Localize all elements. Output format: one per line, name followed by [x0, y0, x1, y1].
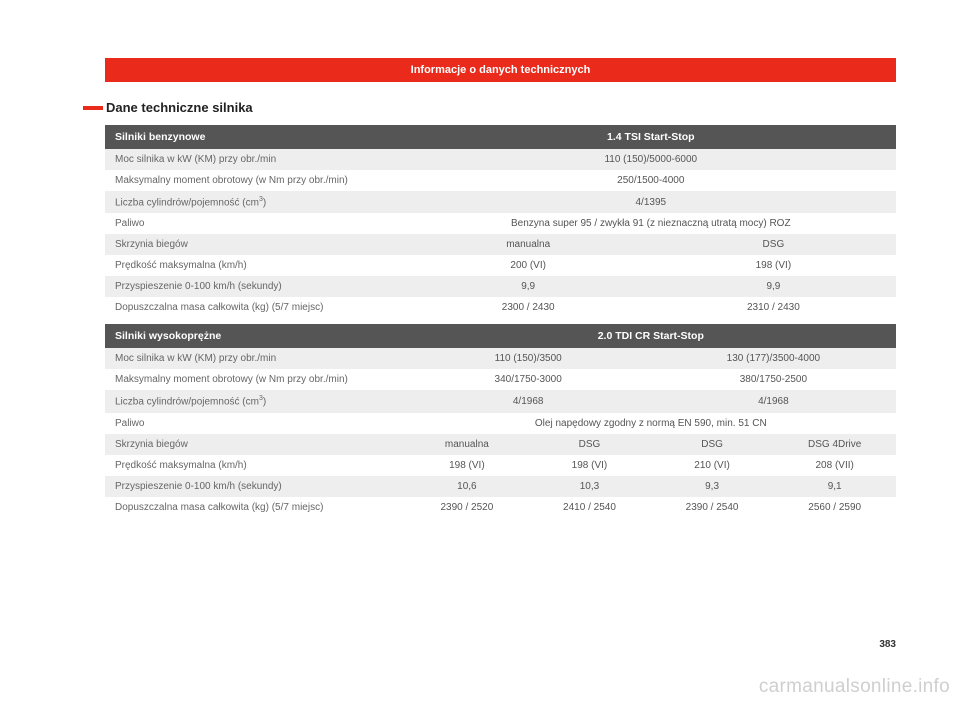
- row-value: DSG: [528, 434, 651, 455]
- table-row: Skrzynia biegów manualna DSG: [105, 234, 896, 255]
- row-label: Przyspieszenie 0-100 km/h (sekundy): [105, 276, 406, 297]
- table-row: Dopuszczalna masa całkowita (kg) (5/7 mi…: [105, 297, 896, 318]
- row-value: 110 (150)/3500: [406, 348, 651, 369]
- table-row: Paliwo Olej napędowy zgodny z normą EN 5…: [105, 413, 896, 434]
- row-value: 9,9: [406, 276, 651, 297]
- row-value: 2390 / 2540: [651, 497, 774, 518]
- table-row: Skrzynia biegów manualna DSG DSG DSG 4Dr…: [105, 434, 896, 455]
- row-value: 2560 / 2590: [773, 497, 896, 518]
- t1-head-left: Silniki benzynowe: [105, 125, 406, 149]
- row-label: Prędkość maksymalna (km/h): [105, 455, 406, 476]
- row-value: DSG: [651, 234, 896, 255]
- table-row: Liczba cylindrów/pojemność (cm3) 4/1968 …: [105, 390, 896, 412]
- row-value: 4/1395: [406, 191, 896, 213]
- section-title: Dane techniczne silnika: [106, 100, 253, 115]
- row-label: Paliwo: [105, 413, 406, 434]
- row-value: DSG: [651, 434, 774, 455]
- row-value: 10,3: [528, 476, 651, 497]
- row-value: 210 (VI): [651, 455, 774, 476]
- table-row: Przyspieszenie 0-100 km/h (sekundy) 10,6…: [105, 476, 896, 497]
- row-value: DSG 4Drive: [773, 434, 896, 455]
- row-value: 200 (VI): [406, 255, 651, 276]
- table-row: Przyspieszenie 0-100 km/h (sekundy) 9,9 …: [105, 276, 896, 297]
- table-row: Dopuszczalna masa całkowita (kg) (5/7 mi…: [105, 497, 896, 518]
- table-row: Prędkość maksymalna (km/h) 200 (VI) 198 …: [105, 255, 896, 276]
- table-row: Prędkość maksymalna (km/h) 198 (VI) 198 …: [105, 455, 896, 476]
- row-value: manualna: [406, 434, 529, 455]
- row-label: Maksymalny moment obrotowy (w Nm przy ob…: [105, 170, 406, 191]
- t2-head-right: 2.0 TDI CR Start-Stop: [406, 324, 896, 348]
- row-value: 110 (150)/5000-6000: [406, 149, 896, 170]
- table-row: Paliwo Benzyna super 95 / zwykła 91 (z n…: [105, 213, 896, 234]
- row-value: 198 (VI): [406, 455, 529, 476]
- row-label: Paliwo: [105, 213, 406, 234]
- row-value: 10,6: [406, 476, 529, 497]
- row-value: 4/1968: [651, 390, 896, 412]
- row-value: 340/1750-3000: [406, 369, 651, 390]
- row-value: 208 (VII): [773, 455, 896, 476]
- row-value: 9,1: [773, 476, 896, 497]
- page: Informacje o danych technicznych Dane te…: [0, 0, 960, 708]
- section-heading: Dane techniczne silnika: [105, 100, 896, 115]
- row-label: Liczba cylindrów/pojemność (cm3): [105, 191, 406, 213]
- row-value: 2410 / 2540: [528, 497, 651, 518]
- row-value: 198 (VI): [651, 255, 896, 276]
- row-label: Maksymalny moment obrotowy (w Nm przy ob…: [105, 369, 406, 390]
- title-bar: Informacje o danych technicznych: [105, 58, 896, 82]
- t1-head-right: 1.4 TSI Start-Stop: [406, 125, 896, 149]
- row-label: Moc silnika w kW (KM) przy obr./min: [105, 348, 406, 369]
- row-value: 130 (177)/3500-4000: [651, 348, 896, 369]
- row-label: Dopuszczalna masa całkowita (kg) (5/7 mi…: [105, 497, 406, 518]
- row-value: Benzyna super 95 / zwykła 91 (z nieznacz…: [406, 213, 896, 234]
- row-value: 2310 / 2430: [651, 297, 896, 318]
- table-row: Liczba cylindrów/pojemność (cm3) 4/1395: [105, 191, 896, 213]
- row-value: 4/1968: [406, 390, 651, 412]
- watermark: carmanualsonline.info: [759, 676, 950, 698]
- row-label: Skrzynia biegów: [105, 434, 406, 455]
- row-value: 2390 / 2520: [406, 497, 529, 518]
- row-label: Przyspieszenie 0-100 km/h (sekundy): [105, 476, 406, 497]
- row-value: 380/1750-2500: [651, 369, 896, 390]
- row-value: 198 (VI): [528, 455, 651, 476]
- table-petrol: Silniki benzynowe 1.4 TSI Start-Stop Moc…: [105, 125, 896, 318]
- table-row: Moc silnika w kW (KM) przy obr./min 110 …: [105, 348, 896, 369]
- table-row: Maksymalny moment obrotowy (w Nm przy ob…: [105, 369, 896, 390]
- row-label: Liczba cylindrów/pojemność (cm3): [105, 390, 406, 412]
- row-value: 2300 / 2430: [406, 297, 651, 318]
- row-label: Prędkość maksymalna (km/h): [105, 255, 406, 276]
- row-label: Moc silnika w kW (KM) przy obr./min: [105, 149, 406, 170]
- row-value: manualna: [406, 234, 651, 255]
- t2-head-left: Silniki wysokoprężne: [105, 324, 406, 348]
- row-value: 9,3: [651, 476, 774, 497]
- table-diesel: Silniki wysokoprężne 2.0 TDI CR Start-St…: [105, 324, 896, 517]
- row-value: 250/1500-4000: [406, 170, 896, 191]
- section-tick-icon: [83, 106, 103, 110]
- table-row: Moc silnika w kW (KM) przy obr./min 110 …: [105, 149, 896, 170]
- row-value: Olej napędowy zgodny z normą EN 590, min…: [406, 413, 896, 434]
- row-label: Skrzynia biegów: [105, 234, 406, 255]
- table-row: Maksymalny moment obrotowy (w Nm przy ob…: [105, 170, 896, 191]
- row-label: Dopuszczalna masa całkowita (kg) (5/7 mi…: [105, 297, 406, 318]
- row-value: 9,9: [651, 276, 896, 297]
- page-number: 383: [879, 639, 896, 650]
